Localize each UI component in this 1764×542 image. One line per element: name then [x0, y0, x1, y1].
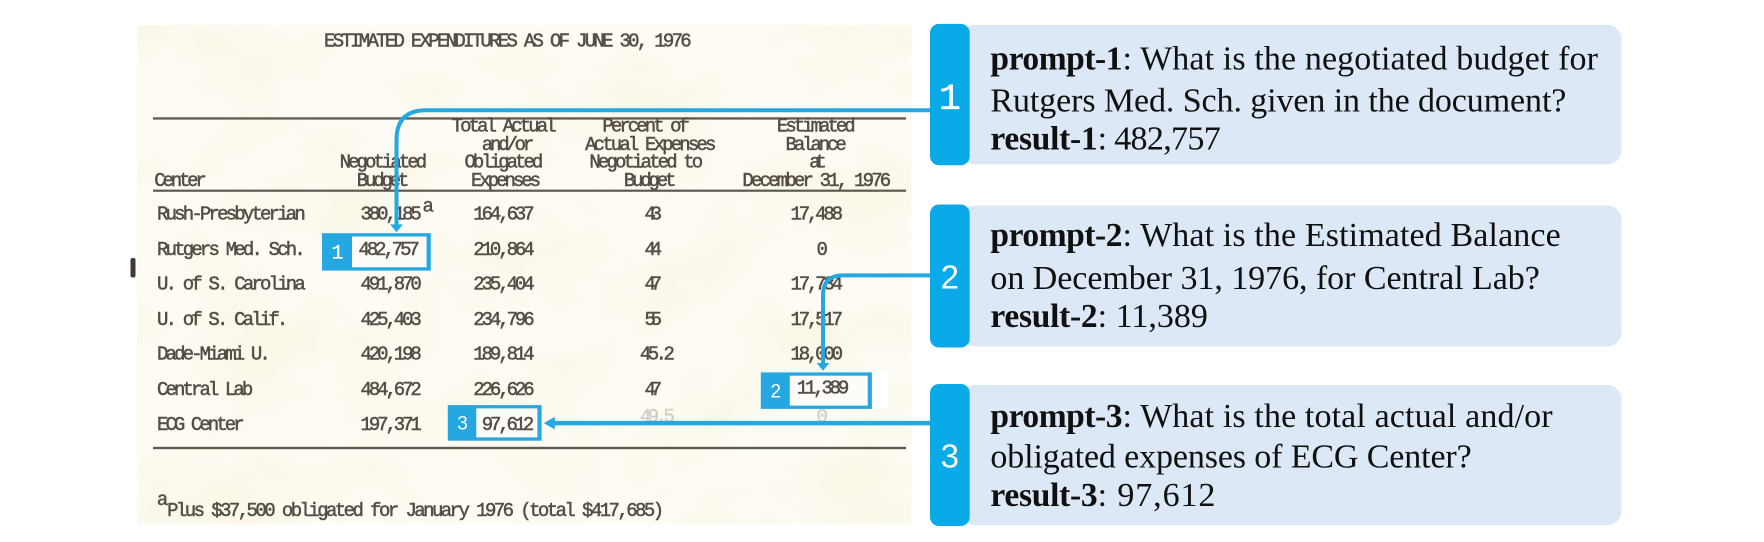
svg-text:: 11,389: : 11,389: [1098, 298, 1208, 335]
svg-text:Central Lab: Central Lab: [157, 379, 253, 401]
svg-text:Plus $37,500 obligated for Jan: Plus $37,500 obligated for January 1976 …: [167, 500, 664, 522]
svg-text:Obligated: Obligated: [465, 152, 544, 174]
svg-text:a: a: [157, 489, 168, 511]
svg-text:45.2: 45.2: [640, 344, 675, 366]
svg-text:result-1: result-1: [990, 120, 1097, 157]
svg-text:482,757: 482,757: [359, 239, 420, 261]
svg-text:Center: Center: [154, 170, 207, 192]
svg-text:Negotiated to: Negotiated to: [589, 152, 703, 174]
svg-text:0: 0: [817, 239, 828, 261]
svg-text:Budget: Budget: [624, 170, 677, 192]
svg-text:234,796: 234,796: [473, 309, 534, 331]
svg-text:U. of S. Calif.: U. of S. Calif.: [157, 309, 288, 331]
svg-text:on December 31, 1976, for Cent: on December 31, 1976, for Central Lab?: [990, 260, 1539, 297]
svg-text:obligated expenses of ECG Cent: obligated expenses of ECG Center?: [990, 439, 1471, 476]
svg-text:result-3: result-3: [990, 477, 1097, 514]
svg-text:prompt-3: prompt-3: [990, 398, 1122, 435]
svg-text:Percent of: Percent of: [602, 116, 690, 138]
svg-text:197,371: 197,371: [361, 414, 422, 436]
svg-text:result-2: result-2: [990, 298, 1097, 335]
svg-text:ECG Center: ECG Center: [157, 414, 245, 436]
svg-text:ESTIMATED EXPENDITURES AS OF J: ESTIMATED EXPENDITURES AS OF JUNE 30, 19…: [324, 30, 692, 52]
svg-text:18,000: 18,000: [791, 344, 844, 366]
svg-text:U. of S. Carolina: U. of S. Carolina: [157, 274, 306, 296]
svg-text:Expenses: Expenses: [471, 170, 541, 192]
svg-text:at: at: [809, 152, 827, 174]
svg-text:and/or: and/or: [482, 134, 535, 156]
svg-text:: What is the total actual and: : What is the total actual and/or: [1123, 398, 1554, 435]
svg-text:prompt-2: prompt-2: [990, 217, 1122, 254]
svg-text:380,185: 380,185: [361, 204, 422, 226]
svg-text:Budget: Budget: [357, 170, 410, 192]
svg-text:210,864: 210,864: [473, 239, 534, 261]
svg-text:a: a: [423, 196, 434, 218]
svg-text:Dade-Miami U.: Dade-Miami U.: [157, 344, 271, 366]
svg-text:Actual Expenses: Actual Expenses: [585, 134, 716, 156]
svg-text:425,403: 425,403: [361, 309, 422, 331]
svg-text:164,637: 164,637: [473, 204, 534, 226]
svg-text:December 31, 1976: December 31, 1976: [742, 170, 891, 192]
svg-text:Rush-Presbyterian: Rush-Presbyterian: [157, 204, 306, 226]
svg-text:97,612: 97,612: [482, 414, 535, 436]
svg-text:43: 43: [645, 204, 663, 226]
svg-text:47: 47: [645, 274, 663, 296]
svg-text:: 97,612: : 97,612: [1098, 477, 1216, 514]
svg-text:3: 3: [457, 414, 468, 435]
svg-text:484,672: 484,672: [361, 379, 422, 401]
svg-text:3: 3: [941, 437, 959, 474]
svg-text:1: 1: [331, 243, 343, 266]
svg-text:: 482,757: : 482,757: [1098, 120, 1221, 157]
svg-text:189,814: 189,814: [473, 344, 534, 366]
svg-text:Rutgers Med. Sch. given in the: Rutgers Med. Sch. given in the document?: [990, 83, 1566, 120]
svg-text:235,404: 235,404: [473, 274, 534, 296]
svg-text:491,870: 491,870: [361, 274, 422, 296]
svg-text:: What is the Estimated Balanc: : What is the Estimated Balance: [1123, 217, 1561, 254]
svg-text:47: 47: [645, 379, 663, 401]
svg-text:55: 55: [645, 309, 663, 331]
svg-text:1: 1: [939, 79, 961, 121]
svg-text:226,626: 226,626: [473, 379, 534, 401]
svg-text:prompt-1: prompt-1: [990, 41, 1122, 78]
svg-text:Balance: Balance: [786, 134, 847, 156]
svg-text:Total Actual: Total Actual: [452, 116, 557, 138]
svg-text:Rutgers Med. Sch.: Rutgers Med. Sch.: [157, 239, 306, 261]
svg-text:2: 2: [771, 381, 782, 402]
svg-text:Negotiated: Negotiated: [340, 152, 428, 174]
svg-text:17,517: 17,517: [791, 309, 844, 331]
svg-text:0: 0: [817, 406, 828, 428]
svg-text:: What is the negotiated budge: : What is the negotiated budget for: [1123, 41, 1599, 78]
svg-text:420,198: 420,198: [361, 344, 422, 366]
svg-text:2: 2: [941, 258, 959, 295]
svg-text:11,389: 11,389: [797, 378, 850, 400]
svg-text:17,488: 17,488: [791, 204, 844, 226]
svg-text:44: 44: [645, 239, 663, 261]
svg-text:Estimated: Estimated: [777, 116, 856, 138]
